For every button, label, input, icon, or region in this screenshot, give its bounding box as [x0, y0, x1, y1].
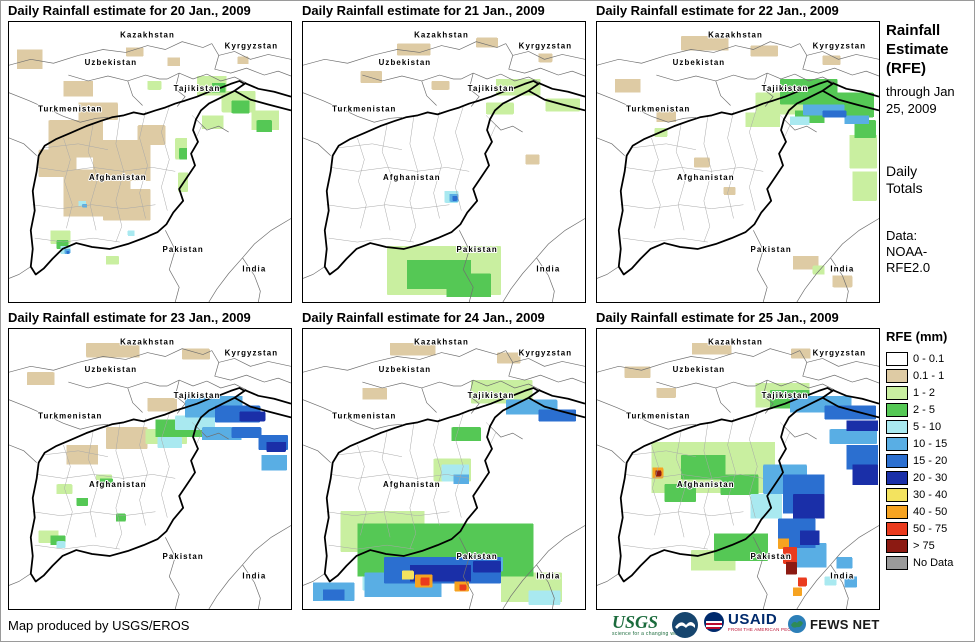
map-panel-jan25: Daily Rainfall estimate for 25 Jan., 200… [596, 309, 880, 610]
rainfall-map-jan20 [8, 21, 292, 303]
usgs-wordmark: USGS [612, 612, 659, 632]
legend-item: 0.1 - 1 [886, 368, 974, 385]
legend-swatch [886, 488, 908, 502]
legend-item: > 75 [886, 538, 974, 555]
legend-swatch [886, 556, 908, 570]
rainfall-map-jan21 [302, 21, 586, 303]
legend-swatch [886, 471, 908, 485]
legend-swatch [886, 454, 908, 468]
legend-item: 1 - 2 [886, 385, 974, 402]
rainfall-map-jan25 [596, 328, 880, 610]
map-panel-jan24: Daily Rainfall estimate for 24 Jan., 200… [302, 309, 586, 610]
map-panel-jan22: Daily Rainfall estimate for 22 Jan., 200… [596, 2, 880, 303]
panel-title: Daily Rainfall estimate for 22 Jan., 200… [596, 3, 839, 18]
rainfall-map-jan24 [302, 328, 586, 610]
legend-item: 50 - 75 [886, 521, 974, 538]
legend-label: 0.1 - 1 [913, 370, 945, 382]
sidebar-data-source: Data: NOAA-RFE2.0 [886, 227, 931, 276]
legend-label: 5 - 10 [913, 421, 942, 433]
legend-item: 40 - 50 [886, 504, 974, 521]
usgs-logo: USGS science for a changing world [612, 613, 684, 637]
legend-swatch [886, 352, 908, 366]
legend-swatch [886, 437, 908, 451]
legend-swatch [886, 539, 908, 553]
legend-label: 10 - 15 [913, 438, 948, 450]
legend-item: 20 - 30 [886, 470, 974, 487]
legend-swatch [886, 403, 908, 417]
panel-title: Daily Rainfall estimate for 21 Jan., 200… [302, 3, 545, 18]
fewsnet-wordmark: FEWS NET [810, 616, 880, 632]
sidebar-title: Rainfall Estimate (RFE) [886, 22, 949, 77]
map-panel-jan20: Daily Rainfall estimate for 20 Jan., 200… [8, 2, 292, 303]
noaa-seal-icon [672, 612, 698, 638]
legend-item: 5 - 10 [886, 419, 974, 436]
legend-swatch [886, 420, 908, 434]
legend-label: 30 - 40 [913, 489, 948, 501]
usaid-tagline: FROM THE AMERICAN PEOPLE [728, 627, 801, 632]
legend-label: 15 - 20 [913, 455, 948, 467]
usaid-wordmark: USAID [728, 611, 778, 628]
map-credit: Map produced by USGS/EROS [8, 618, 190, 633]
info-sidebar: Rainfall Estimate (RFE) through Jan 25, … [886, 22, 974, 572]
legend-item: 10 - 15 [886, 436, 974, 453]
panel-title: Daily Rainfall estimate for 24 Jan., 200… [302, 310, 545, 325]
legend-label: 2 - 5 [913, 404, 936, 416]
legend-label: 40 - 50 [913, 506, 948, 518]
legend-item: 2 - 5 [886, 402, 974, 419]
legend-swatch [886, 386, 908, 400]
rainfall-map-jan22 [596, 21, 880, 303]
usaid-logo: USAID FROM THE AMERICAN PEOPLE [704, 612, 800, 633]
legend-label: 20 - 30 [913, 472, 948, 484]
fewsnet-globe-icon [788, 615, 806, 633]
legend-title: RFE (mm) [886, 328, 948, 344]
panel-title: Daily Rainfall estimate for 20 Jan., 200… [8, 3, 251, 18]
fewsnet-logo: FEWS NET [788, 615, 880, 633]
rfe-legend: RFE (mm) 0 - 0.1 0.1 - 1 1 - 2 2 - 5 5 - 10 1… [886, 329, 974, 572]
map-panel-jan21: Daily Rainfall estimate for 21 Jan., 200… [302, 2, 586, 303]
legend-item: 0 - 0.1 [886, 351, 974, 368]
legend-swatch [886, 369, 908, 383]
panel-title: Daily Rainfall estimate for 25 Jan., 200… [596, 310, 839, 325]
usaid-shield-icon [704, 612, 724, 633]
legend-label: 1 - 2 [913, 387, 936, 399]
legend-swatch [886, 505, 908, 519]
legend-label: No Data [913, 557, 954, 569]
legend-item: No Data [886, 555, 974, 572]
rainfall-map-jan23 [8, 328, 292, 610]
legend-swatch [886, 522, 908, 536]
legend-label: 0 - 0.1 [913, 353, 945, 365]
noaa-logo [672, 612, 698, 638]
legend-item: 30 - 40 [886, 487, 974, 504]
legend-item: 15 - 20 [886, 453, 974, 470]
legend-label: 50 - 75 [913, 523, 948, 535]
map-panel-jan23: Daily Rainfall estimate for 23 Jan., 200… [8, 309, 292, 610]
sidebar-date-range: through Jan 25, 2009 [886, 84, 955, 116]
panel-title: Daily Rainfall estimate for 23 Jan., 200… [8, 310, 251, 325]
legend-label: > 75 [913, 540, 935, 552]
usgs-tagline: science for a changing world [612, 631, 684, 637]
sidebar-daily-totals: Daily Totals [886, 162, 923, 197]
legend-items: 0 - 0.1 0.1 - 1 1 - 2 2 - 5 5 - 10 10 - 15 15 … [886, 351, 974, 572]
